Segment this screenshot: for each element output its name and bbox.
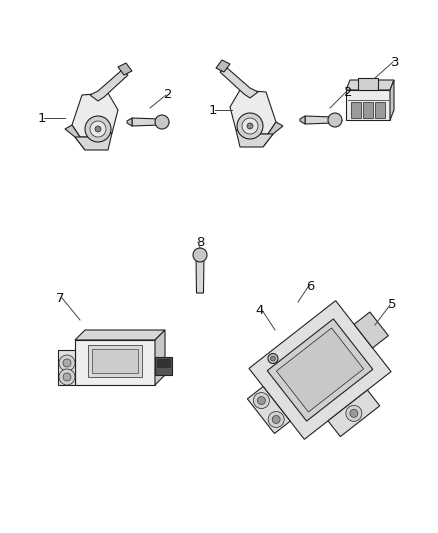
Circle shape <box>59 355 75 371</box>
Text: 2: 2 <box>344 85 352 99</box>
Circle shape <box>59 369 75 385</box>
Polygon shape <box>351 102 361 118</box>
Polygon shape <box>196 255 204 293</box>
Polygon shape <box>375 102 385 118</box>
Text: 4: 4 <box>256 303 264 317</box>
Polygon shape <box>92 349 138 373</box>
Circle shape <box>90 121 106 137</box>
Polygon shape <box>354 312 389 348</box>
Polygon shape <box>65 125 85 150</box>
Polygon shape <box>249 301 391 439</box>
Polygon shape <box>220 67 258 98</box>
Polygon shape <box>346 80 394 90</box>
Circle shape <box>155 115 169 129</box>
Polygon shape <box>75 133 112 150</box>
Polygon shape <box>132 118 160 126</box>
Polygon shape <box>263 122 283 147</box>
Polygon shape <box>390 80 394 120</box>
Circle shape <box>254 393 269 409</box>
Polygon shape <box>328 390 380 437</box>
Circle shape <box>63 373 71 381</box>
Polygon shape <box>127 118 132 126</box>
Polygon shape <box>216 60 230 72</box>
Polygon shape <box>75 340 155 385</box>
Polygon shape <box>155 357 172 375</box>
Polygon shape <box>155 330 165 385</box>
Text: 5: 5 <box>388 298 396 311</box>
Text: 8: 8 <box>196 236 204 248</box>
Text: 2: 2 <box>164 88 172 101</box>
Polygon shape <box>236 130 273 147</box>
Text: 6: 6 <box>306 280 314 294</box>
Text: 3: 3 <box>391 55 399 69</box>
Circle shape <box>268 353 278 364</box>
Polygon shape <box>90 70 128 101</box>
Polygon shape <box>157 359 170 367</box>
Circle shape <box>247 123 253 129</box>
Text: 1: 1 <box>209 103 217 117</box>
Circle shape <box>346 405 362 422</box>
Polygon shape <box>247 386 290 433</box>
Circle shape <box>95 126 101 132</box>
Text: 7: 7 <box>56 292 64 304</box>
Polygon shape <box>75 330 165 340</box>
Polygon shape <box>72 93 118 137</box>
Circle shape <box>193 248 207 262</box>
Circle shape <box>328 113 342 127</box>
Circle shape <box>85 116 111 142</box>
Circle shape <box>350 409 358 417</box>
Circle shape <box>268 411 284 427</box>
Circle shape <box>63 359 71 367</box>
Polygon shape <box>363 102 373 118</box>
Polygon shape <box>267 319 373 421</box>
Circle shape <box>258 397 265 405</box>
Polygon shape <box>358 78 378 90</box>
Circle shape <box>270 356 276 361</box>
Polygon shape <box>300 116 305 124</box>
Polygon shape <box>58 350 75 385</box>
Polygon shape <box>305 116 333 124</box>
Polygon shape <box>230 90 276 134</box>
Circle shape <box>272 416 280 424</box>
Polygon shape <box>88 345 142 377</box>
Polygon shape <box>276 328 364 412</box>
Circle shape <box>237 113 263 139</box>
Text: 1: 1 <box>38 111 46 125</box>
Polygon shape <box>118 63 132 75</box>
Polygon shape <box>346 90 390 120</box>
Circle shape <box>242 118 258 134</box>
